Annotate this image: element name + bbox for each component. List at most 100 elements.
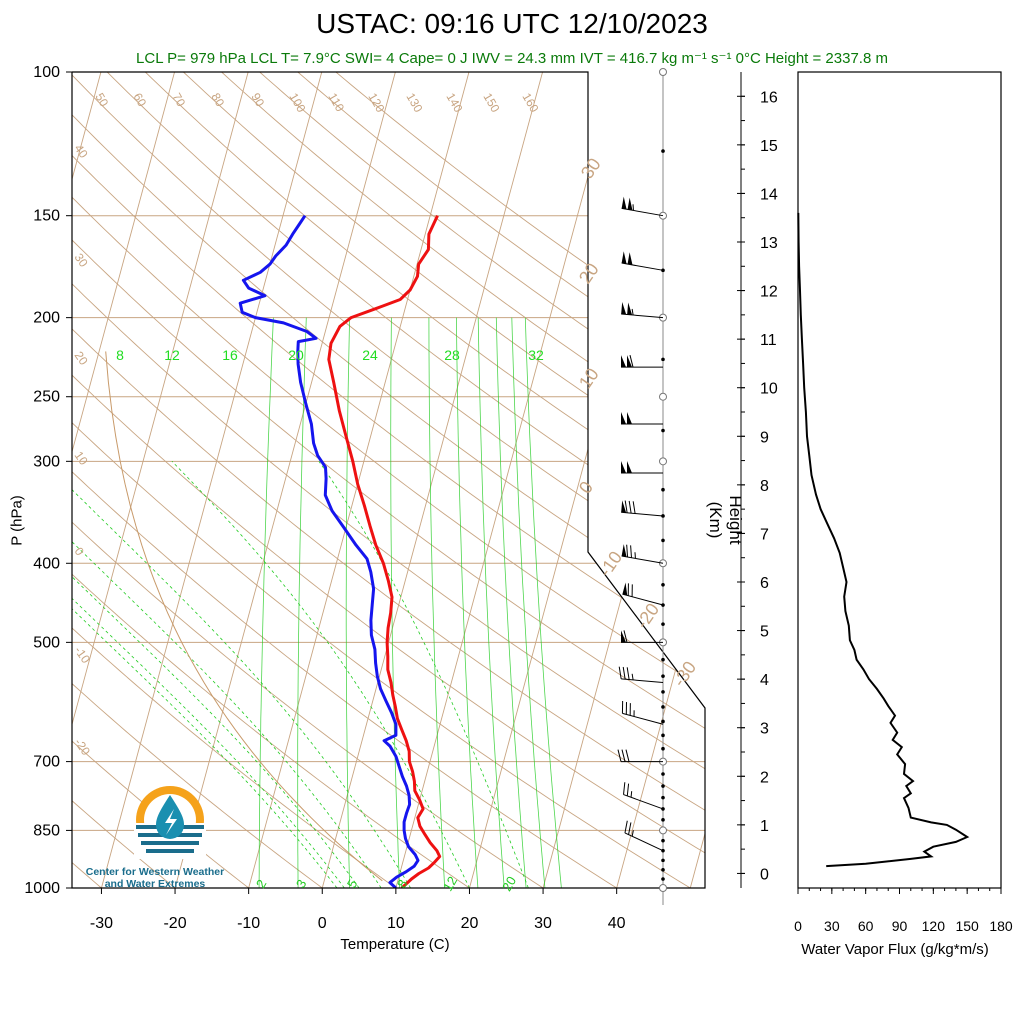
height-tick-label: 6 (760, 575, 769, 592)
x-axis-label: Temperature (C) (340, 936, 450, 953)
wind-barb-feather (617, 749, 622, 762)
wind-barb-pennant (627, 252, 633, 265)
flux-x-tick-label: 60 (858, 918, 874, 934)
dry-adiabat-line (72, 573, 470, 888)
x-tick-label: 40 (608, 915, 626, 932)
isotherm-label: 30 (72, 251, 91, 270)
level-dot-marker (661, 149, 665, 153)
level-dot-marker (661, 622, 665, 626)
wind-barb-half-feather (631, 830, 634, 837)
dry-adiabat-line (72, 154, 705, 652)
moist-adiabat-line (72, 597, 345, 888)
wind-barb-shaft (623, 794, 664, 810)
dry-adiabat-line (144, 72, 705, 508)
flux-x-tick-label: 90 (892, 918, 908, 934)
isotherm-line (248, 72, 470, 888)
dry-adiabat-line (72, 196, 705, 690)
wind-barb-shaft (624, 832, 664, 852)
height-tick-label: 16 (760, 89, 778, 106)
wind-barb-pennant (627, 355, 632, 368)
sounding-stats-line: LCL P= 979 hPa LCL T= 7.9°C SWI= 4 Cape=… (136, 50, 888, 67)
level-circle-marker (659, 826, 667, 835)
mixing-ratio-line (258, 317, 274, 888)
mixing-ratio-line (428, 317, 446, 888)
flux-x-tick-label: 150 (955, 918, 979, 934)
level-dot-marker (661, 674, 665, 678)
wind-barb-shaft (622, 593, 664, 606)
level-circle-marker (659, 884, 667, 892)
level-dot-marker (661, 772, 665, 776)
x-tick-label: -10 (237, 915, 260, 932)
flux-axis-label: Water Vapor Flux (g/kg*m/s) (801, 941, 989, 958)
isotherm-line (395, 72, 617, 888)
mixing-ratio-line (456, 317, 479, 888)
wind-barb-pennant (621, 355, 626, 368)
dry-adiabat-label: 130 (403, 91, 425, 116)
y-tick-label: 300 (33, 453, 60, 470)
level-dot-marker (661, 690, 665, 694)
x-tick-label: 10 (387, 915, 405, 932)
dry-adiabat-line (106, 72, 705, 542)
wind-barb-pennant (621, 500, 627, 513)
y-tick-label: 1000 (24, 880, 60, 897)
isotherm-line (764, 72, 984, 888)
wind-barb-feather (625, 749, 630, 762)
wind-barb-pennant (627, 302, 633, 315)
mixing-ratio-label: 24 (362, 347, 378, 363)
y-axis-label: P (hPa) (8, 495, 26, 546)
mixing-ratio-label: 28 (444, 347, 460, 363)
height-tick-label: 10 (760, 381, 778, 398)
wind-barb-pennant (621, 411, 626, 424)
dewpoint-profile-line (238, 214, 420, 888)
flux-profile-line (797, 212, 970, 868)
wind-barb-shaft (621, 555, 664, 564)
wind-barb-feather (621, 749, 626, 762)
isotherm-label: 20 (72, 349, 91, 368)
flux-x-tick-label: 120 (922, 918, 946, 934)
moist-adiabat-line (72, 541, 382, 888)
dry-adiabat-label: 160 (519, 91, 541, 116)
dry-adiabat-label: 140 (443, 91, 465, 116)
height-tick-label: 7 (760, 526, 769, 543)
flux-x-tick-label: 0 (794, 918, 802, 934)
wind-barb-feather (626, 544, 629, 558)
mixing-ratio-label: 12 (164, 347, 180, 363)
wind-barb-feather (626, 783, 630, 796)
height-tick-label: 9 (760, 429, 769, 446)
height-tick-label: 14 (760, 186, 778, 203)
wind-barb-pennant (621, 196, 627, 210)
y-tick-label: 100 (33, 64, 60, 81)
level-dot-marker (661, 838, 665, 843)
wind-barb-half-feather (631, 673, 634, 680)
level-dot-marker (661, 818, 665, 822)
dry-adiabat-line (297, 72, 705, 376)
height-tick-label: 0 (760, 866, 769, 883)
wind-barb-pennant (621, 630, 626, 643)
height-tick-label: 5 (760, 624, 769, 641)
y-tick-label: 500 (33, 634, 60, 651)
level-dot-marker (661, 538, 665, 543)
wind-barb-feather (624, 500, 628, 513)
dry-adiabat-line (72, 422, 691, 888)
dry-adiabat-label: 70 (169, 91, 188, 110)
y-tick-label: 150 (33, 208, 60, 225)
mixing-ratio-line (511, 317, 546, 888)
flux-x-tick-label: 180 (989, 918, 1013, 934)
height-tick-label: 15 (760, 138, 778, 155)
wind-barb-feather (630, 545, 632, 558)
wind-barb-shaft (622, 712, 664, 725)
mixing-ratio-label: 32 (528, 347, 544, 363)
isotherm-line (174, 72, 396, 888)
x-tick-label: -30 (90, 915, 113, 932)
wind-barb-pennant (627, 197, 633, 211)
wind-barb-feather (622, 666, 626, 680)
wind-barb-shaft (621, 678, 664, 684)
dry-adiabat-line (221, 72, 705, 441)
flux-x-tick-label: 30 (824, 918, 840, 934)
wind-barb-pennant (621, 251, 627, 264)
mixing-ratio-line (390, 317, 400, 888)
wind-barb-pennant (627, 411, 632, 424)
level-dot-marker (661, 487, 665, 492)
mixing-ratio-line (477, 317, 505, 888)
